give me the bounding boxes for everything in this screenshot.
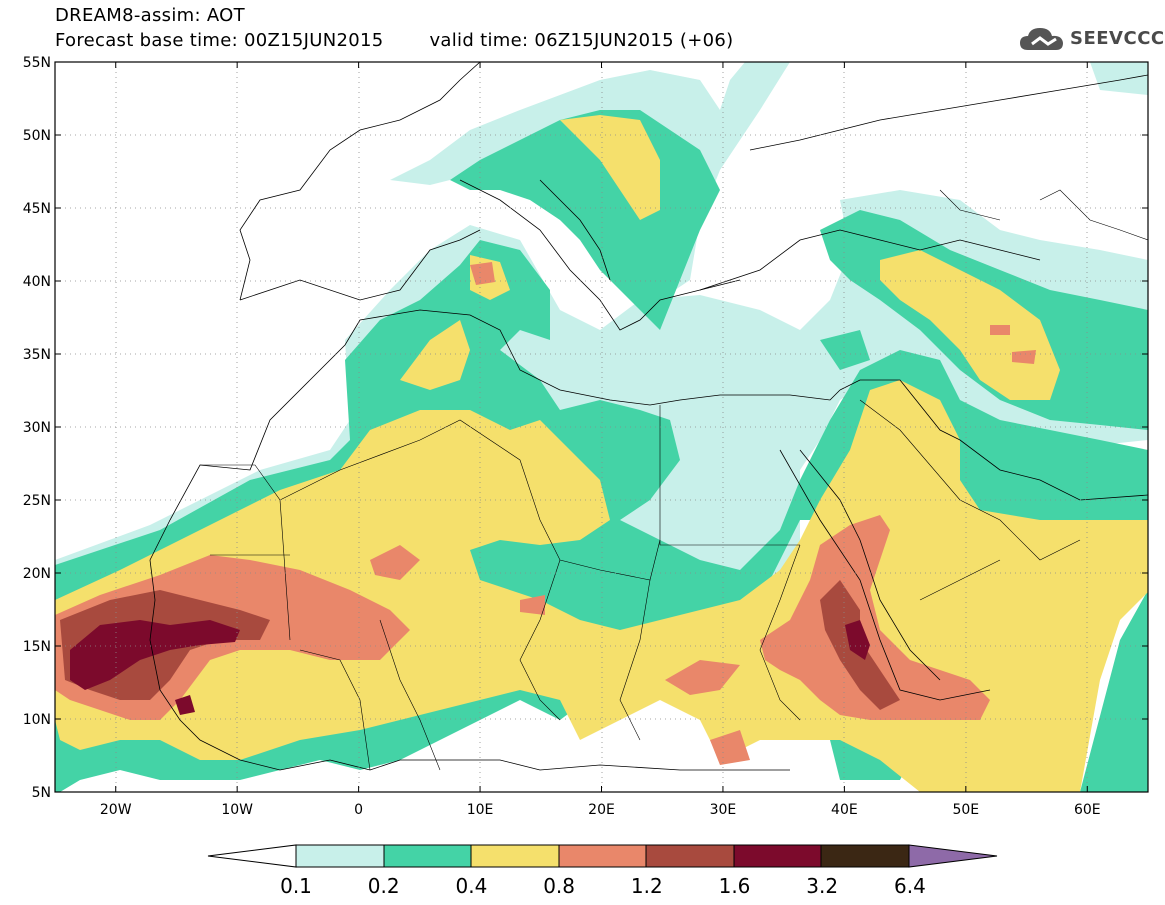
valid-time: valid time: 06Z15JUN2015 (+06) bbox=[429, 30, 734, 51]
lon-label: 20W bbox=[100, 802, 132, 818]
lat-label: 10N bbox=[23, 712, 51, 728]
colorbar-segment bbox=[295, 844, 385, 868]
colorbar-label: 0.2 bbox=[368, 874, 400, 898]
lat-label: 55N bbox=[23, 55, 51, 71]
aot-fields bbox=[55, 62, 1148, 792]
colorbar-segment bbox=[820, 844, 910, 868]
lon-label: 50E bbox=[952, 802, 979, 818]
lat-label: 20N bbox=[23, 566, 51, 582]
colorbar-label: 1.2 bbox=[631, 874, 663, 898]
colorbar-label: 0.4 bbox=[455, 874, 487, 898]
colorbar-label: 6.4 bbox=[894, 874, 926, 898]
lat-label: 40N bbox=[23, 274, 51, 290]
lat-label: 35N bbox=[23, 347, 51, 363]
lat-label: 5N bbox=[32, 785, 51, 801]
lon-label: 60E bbox=[1074, 802, 1101, 818]
longitude-axis: 20W 10W 0 10E 20E 30E 40E 50E 60E bbox=[100, 62, 1101, 818]
colorbar-label: 1.6 bbox=[719, 874, 751, 898]
lat-label: 25N bbox=[23, 493, 51, 509]
latitude-axis: 55N 50N 45N 40N 35N 30N 25N 20N 15N 10N 5N bbox=[23, 55, 1148, 801]
colorbar bbox=[207, 844, 998, 868]
lat-label: 15N bbox=[23, 639, 51, 655]
lat-label: 50N bbox=[23, 128, 51, 144]
forecast-base-time: Forecast base time: 00Z15JUN2015 bbox=[55, 30, 384, 51]
time-info: Forecast base time: 00Z15JUN2015 valid ti… bbox=[55, 30, 733, 51]
colorbar-label: 0.8 bbox=[543, 874, 575, 898]
colorbar-high-arrow bbox=[908, 844, 998, 868]
colorbar-segment bbox=[645, 844, 735, 868]
lon-label: 30E bbox=[710, 802, 737, 818]
country-borders bbox=[200, 189, 1148, 771]
cloud-icon bbox=[1020, 28, 1063, 50]
map-title: DREAM8-assim: AOT bbox=[55, 5, 245, 26]
seevccc-logo: SEEVCCC bbox=[1018, 24, 1164, 56]
colorbar-low-arrow bbox=[207, 844, 297, 868]
gridlines bbox=[55, 62, 1148, 792]
lon-label: 10E bbox=[467, 802, 494, 818]
colorbar-label: 0.1 bbox=[280, 874, 312, 898]
colorbar-segment bbox=[558, 844, 647, 868]
lon-label: 20E bbox=[588, 802, 615, 818]
logo-text: SEEVCCC bbox=[1070, 28, 1165, 49]
colorbar-segment bbox=[470, 844, 560, 868]
lon-label: 0 bbox=[354, 802, 363, 818]
colorbar-label: 3.2 bbox=[806, 874, 838, 898]
colorbar-segment bbox=[733, 844, 822, 868]
lon-label: 40E bbox=[831, 802, 858, 818]
lat-label: 30N bbox=[23, 420, 51, 436]
lat-label: 45N bbox=[23, 201, 51, 217]
lon-label: 10W bbox=[221, 802, 253, 818]
coastlines bbox=[149, 62, 1148, 771]
colorbar-segment bbox=[383, 844, 472, 868]
aot-level-1-6 bbox=[70, 620, 870, 715]
colorbar-labels: 0.1 0.2 0.4 0.8 1.2 1.6 3.2 6.4 bbox=[280, 874, 926, 898]
